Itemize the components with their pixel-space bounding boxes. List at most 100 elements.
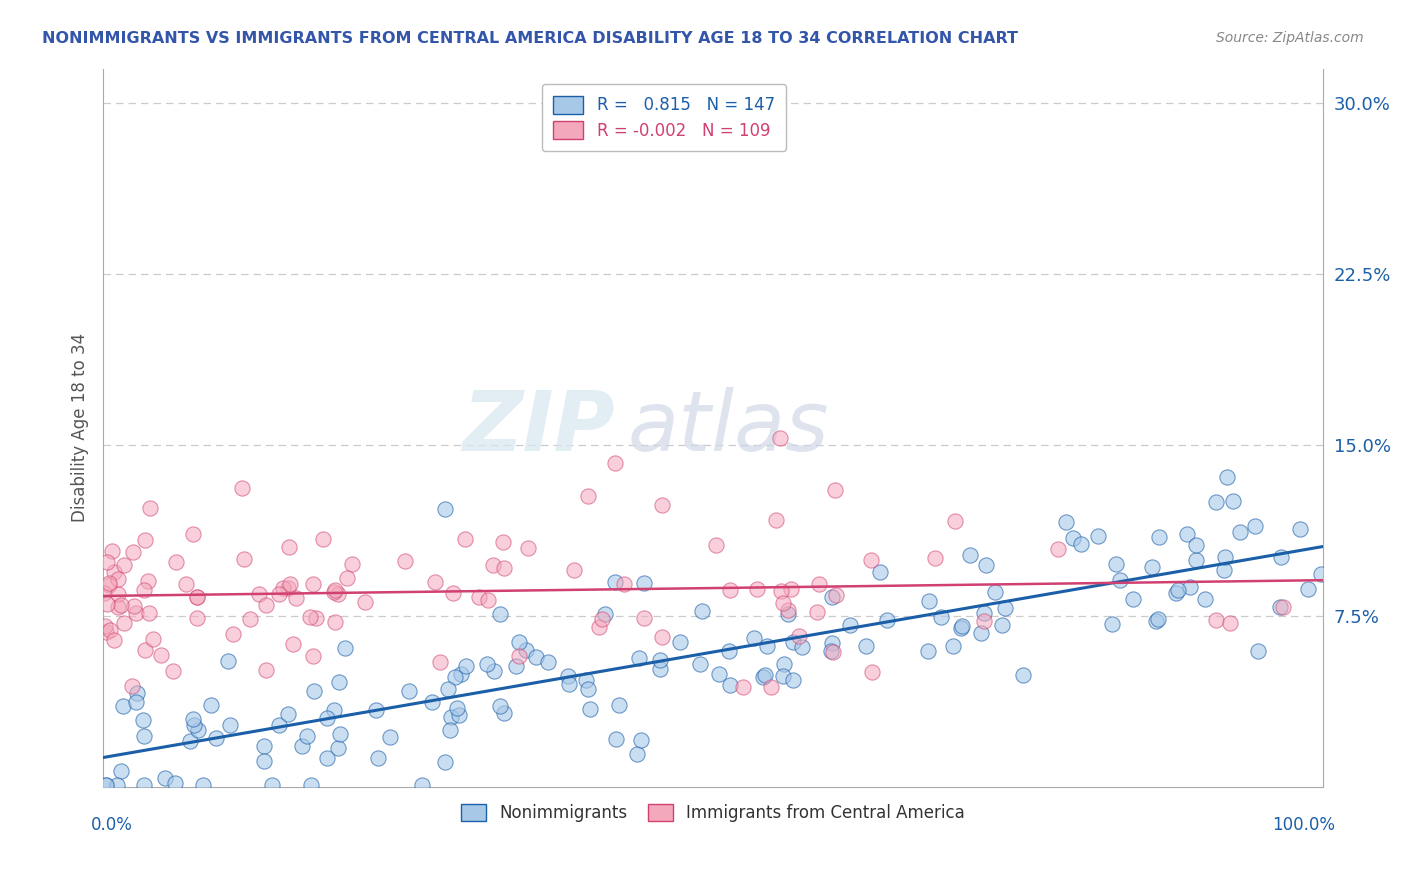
Point — [1243, 519, 1265, 533]
Point — [950, 621, 973, 635]
Point — [420, 695, 443, 709]
Point — [323, 585, 346, 599]
Point — [254, 598, 277, 612]
Point — [557, 677, 579, 691]
Point — [718, 582, 741, 597]
Point — [323, 615, 346, 630]
Point — [142, 632, 165, 647]
Point — [278, 576, 301, 591]
Point — [149, 648, 172, 662]
Point — [1215, 550, 1237, 565]
Point — [860, 665, 883, 680]
Point — [1219, 615, 1241, 630]
Point — [329, 727, 352, 741]
Point — [132, 713, 155, 727]
Point — [326, 587, 349, 601]
Point — [492, 706, 515, 720]
Point — [93, 586, 115, 600]
Point — [217, 654, 239, 668]
Point — [449, 708, 471, 723]
Point — [591, 612, 613, 626]
Point — [394, 554, 416, 568]
Point — [628, 651, 651, 665]
Point — [423, 574, 446, 589]
Point — [366, 703, 388, 717]
Point — [924, 551, 946, 566]
Point — [1087, 528, 1109, 542]
Point — [205, 731, 228, 746]
Point — [165, 555, 187, 569]
Point — [607, 698, 630, 712]
Point — [820, 644, 842, 658]
Point — [186, 611, 208, 625]
Point — [311, 532, 333, 546]
Point — [1140, 560, 1163, 574]
Point — [260, 778, 283, 792]
Point — [1175, 527, 1198, 541]
Point — [429, 655, 451, 669]
Point — [1185, 553, 1208, 567]
Point — [328, 674, 350, 689]
Point — [1229, 524, 1251, 539]
Point — [1216, 469, 1239, 483]
Point — [134, 778, 156, 792]
Point — [991, 617, 1014, 632]
Point — [112, 615, 135, 630]
Point — [1184, 537, 1206, 551]
Point — [1149, 530, 1171, 544]
Point — [1222, 494, 1244, 508]
Point — [821, 645, 844, 659]
Point — [633, 576, 655, 591]
Point — [333, 641, 356, 656]
Point — [825, 588, 848, 602]
Point — [254, 663, 277, 677]
Point — [1205, 613, 1227, 627]
Point — [174, 577, 197, 591]
Point — [186, 590, 208, 604]
Point — [974, 558, 997, 572]
Point — [808, 577, 831, 591]
Point — [267, 718, 290, 732]
Point — [134, 643, 156, 657]
Point — [973, 614, 995, 628]
Point — [1296, 582, 1319, 596]
Point — [941, 639, 963, 653]
Point — [186, 591, 208, 605]
Point — [121, 545, 143, 559]
Point — [136, 574, 159, 589]
Point — [467, 591, 489, 605]
Point — [325, 582, 347, 597]
Point — [456, 659, 478, 673]
Point — [316, 710, 339, 724]
Point — [336, 571, 359, 585]
Point — [179, 734, 201, 748]
Point — [782, 635, 804, 649]
Point — [630, 733, 652, 747]
Point — [162, 664, 184, 678]
Point — [446, 701, 468, 715]
Point — [593, 607, 616, 621]
Point — [772, 595, 794, 609]
Point — [285, 591, 308, 605]
Point — [301, 778, 323, 792]
Y-axis label: Disability Age 18 to 34: Disability Age 18 to 34 — [72, 333, 89, 523]
Point — [1289, 522, 1312, 536]
Point — [103, 566, 125, 580]
Point — [973, 606, 995, 620]
Point — [110, 764, 132, 778]
Point — [782, 673, 804, 688]
Point — [537, 655, 560, 669]
Point — [505, 659, 527, 673]
Point — [747, 582, 769, 596]
Point — [124, 599, 146, 613]
Point — [779, 582, 801, 597]
Point — [231, 481, 253, 495]
Point — [1122, 592, 1144, 607]
Point — [557, 668, 579, 682]
Point — [132, 729, 155, 743]
Point — [277, 706, 299, 721]
Point — [765, 513, 787, 527]
Point — [821, 590, 844, 604]
Point — [107, 600, 129, 615]
Point — [444, 671, 467, 685]
